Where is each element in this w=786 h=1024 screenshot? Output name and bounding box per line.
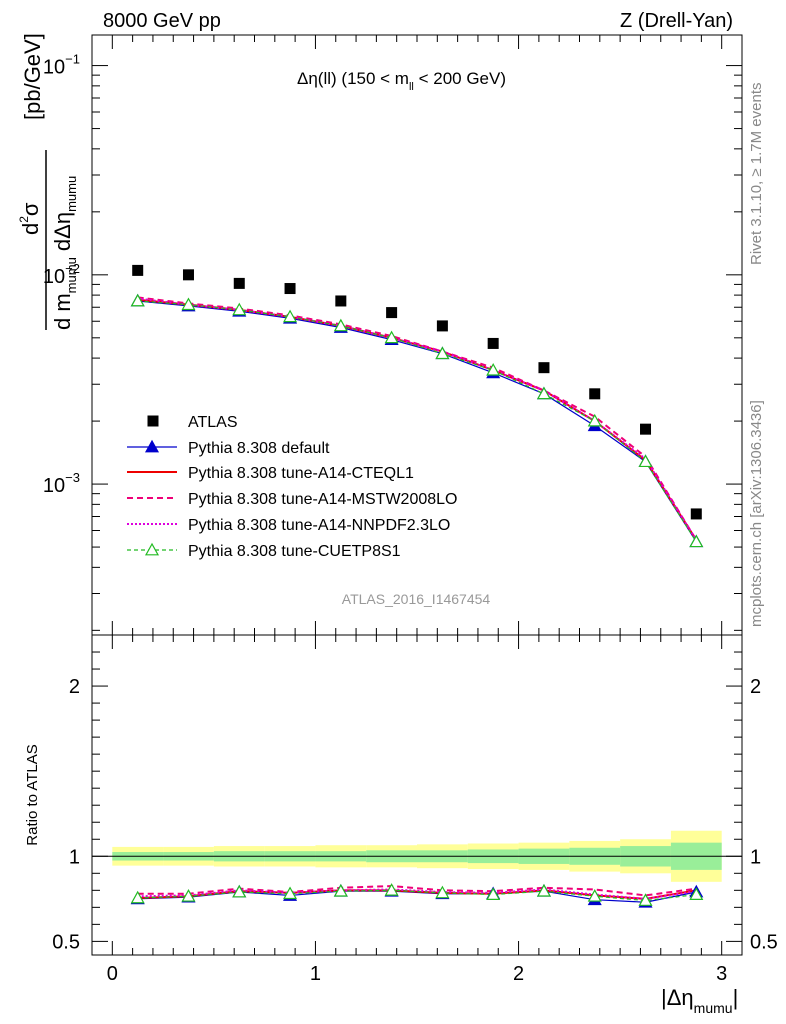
ratio-panel-frame (91, 634, 743, 956)
main-marker-cuetp (638, 454, 653, 468)
legend-marker-cuetp (144, 542, 160, 556)
atlas-data-point (436, 320, 448, 332)
y-tick-label-main: 10−1 (43, 52, 80, 79)
analysis-watermark: ATLAS_2016_I1467454 (342, 591, 491, 607)
atlas-data-point (335, 295, 347, 307)
mc-curves (137, 296, 698, 903)
main-marker-cuetp (587, 413, 602, 427)
x-label-main: |Δη (661, 985, 694, 1010)
ratio-marker-cuetp (536, 883, 551, 897)
main-marker-cuetp (283, 309, 298, 323)
main-curve-cuetp (137, 300, 697, 543)
x-tick-label: 1 (310, 963, 321, 985)
x-tick-label: 2 (513, 963, 524, 985)
y-tick-label-ratio-right: 0.5 (750, 931, 778, 953)
y-label-numerator: d2σ (17, 202, 43, 235)
rivet-label: Rivet 3.1.10, ≥ 1.7M events (748, 83, 765, 266)
main-marker-cuetp (689, 534, 704, 548)
ratio-curve-cuetp (137, 889, 697, 902)
legend-marker-default (144, 439, 160, 453)
ratio-marker-cuetp (333, 883, 348, 897)
main-marker-cuetp (333, 318, 348, 332)
main-curve-mstw (137, 296, 698, 541)
process-label: Z (Drell-Yan) (620, 10, 733, 32)
legend-label-atlas: ATLAS (188, 414, 238, 431)
main-marker-cuetp (181, 297, 196, 311)
main-marker-cuetp (384, 330, 399, 344)
plot-title-tail: < 200 GeV) (414, 69, 506, 88)
axis-ticks: 0 1 2 3 10−3 10−2 10−1 0.5 0.5 1 1 2 2 (43, 35, 778, 985)
y-tick-label-ratio-left: 1 (69, 846, 80, 868)
legend-label-nnpdf: Pythia 8.308 tune-A14-NNPDF2.3LO (188, 517, 450, 534)
legend-label-cteql1: Pythia 8.308 tune-A14-CTEQL1 (188, 465, 414, 482)
ratio-y-label: Ratio to ATLAS (24, 744, 41, 845)
main-marker-cuetp (486, 362, 501, 376)
atlas-data-point (589, 388, 601, 400)
y-tick-label-ratio-right: 1 (750, 846, 761, 868)
y-label-denominator: d mmumu dΔηmumu (50, 176, 79, 330)
main-marker-cuetp (232, 302, 247, 316)
main-marker-cuetp (435, 346, 450, 360)
legend-label-mstw: Pythia 8.308 tune-A14-MSTW2008LO (188, 491, 457, 508)
legend-label-default: Pythia 8.308 default (188, 440, 330, 457)
x-label-tail: | (733, 985, 739, 1010)
atlas-data-point (233, 277, 245, 289)
atlas-data-point (640, 423, 652, 435)
y-tick-label-ratio-left: 0.5 (52, 931, 80, 953)
ratio-curve-mstw (137, 885, 697, 897)
atlas-data-point (487, 337, 499, 349)
energy-label: 8000 GeV pp (103, 10, 221, 32)
ratio-marker-cuetp (638, 893, 653, 906)
y-tick-label-ratio-right: 2 (750, 676, 761, 698)
legend-label-cuetp: Pythia 8.308 tune-CUETP8S1 (188, 543, 401, 560)
ratio-marker-cuetp (130, 890, 145, 904)
ratio-marker-cuetp (689, 887, 704, 900)
main-marker-cuetp (130, 293, 145, 307)
ratio-marker-cuetp (232, 884, 247, 898)
ratio-marker-cuetp (587, 889, 602, 902)
mcplots-label: mcplots.cern.ch [arXiv:1306.3436] (748, 400, 765, 627)
x-tick-label: 0 (107, 963, 118, 985)
ratio-marker-cuetp (283, 886, 298, 900)
ratio-marker-cuetp (486, 887, 501, 900)
main-curve-default (137, 300, 697, 543)
atlas-data-point (538, 362, 550, 374)
x-axis-label: |Δηmumu| (661, 985, 738, 1016)
y-tick-label-ratio-left: 2 (69, 676, 80, 698)
y-tick-label-main: 10−2 (43, 261, 80, 288)
legend-marker-atlas (147, 415, 159, 427)
atlas-data-point (284, 283, 296, 295)
x-label-sub: mumu (694, 1000, 733, 1016)
y-tick-label-main: 10−3 (43, 470, 80, 497)
ratio-curve-nnpdf (137, 888, 697, 900)
plot-title-sub: ll (409, 81, 414, 93)
ratio-marker-cuetp (435, 885, 450, 899)
plot-title: Δη(ll) (150 < mll < 200 GeV) (297, 69, 506, 93)
main-y-label: d2σ d mmumu dΔηmumu [pb/GeV] (17, 33, 79, 330)
data-markers (130, 264, 704, 908)
atlas-data-point (132, 264, 144, 276)
main-marker-cuetp (536, 386, 551, 400)
atlas-data-point (386, 307, 398, 319)
atlas-data-point (690, 508, 702, 520)
atlas-data-point (182, 269, 194, 281)
ratio-marker-cuetp (181, 889, 196, 902)
x-tick-label: 3 (716, 963, 727, 985)
plot-title-main: Δη(ll) (150 < m (297, 69, 409, 88)
legend: ATLAS Pythia 8.308 default Pythia 8.308 tu… (127, 414, 457, 560)
y-label-unit: [pb/GeV] (20, 33, 45, 120)
ratio-marker-cuetp (384, 883, 399, 896)
